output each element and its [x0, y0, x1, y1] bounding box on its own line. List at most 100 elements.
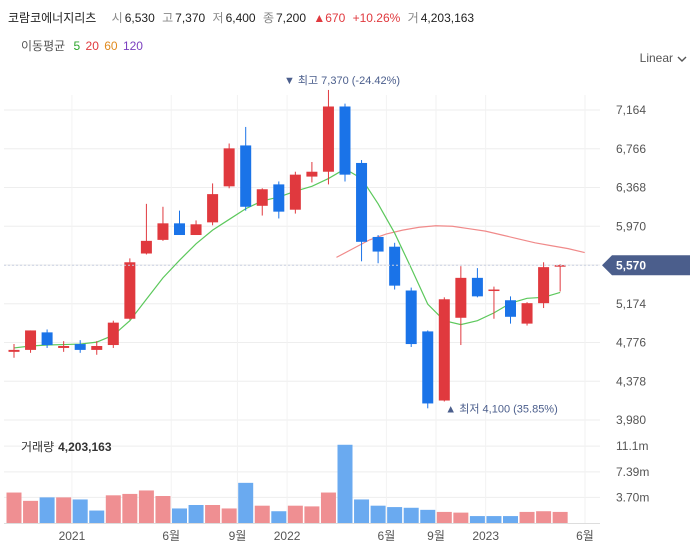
volume-bar [304, 506, 320, 523]
volume-bar [138, 490, 154, 523]
volume-bar [188, 505, 204, 523]
ma-legend-label: 이동평균 [21, 39, 66, 53]
volume-tick-label: 11.1m [616, 439, 648, 453]
ma-120-label: 120 [122, 39, 143, 53]
candle-body [554, 265, 566, 267]
x-tick-label: 2021 [59, 529, 86, 543]
candle-body [174, 223, 185, 236]
candle-body [356, 162, 368, 242]
candle-body [372, 236, 384, 252]
high-value: 7,370 [175, 11, 206, 25]
x-tick-label: 6월 [162, 529, 180, 543]
y-tick-label: 5,174 [616, 297, 646, 311]
volume-bar [72, 499, 88, 523]
volume-bar [205, 505, 221, 523]
volume-bar [23, 500, 39, 523]
current-price-label: 5,570 [616, 259, 646, 273]
y-tick-label: 7,164 [616, 103, 646, 117]
ma5-line [13, 168, 561, 349]
moving-average-legend[interactable]: 이동평균 5 20 60 120 [21, 37, 143, 54]
close-label: 종 [262, 11, 274, 25]
candle-body [422, 331, 434, 404]
volume-bar [453, 512, 469, 523]
volume-bar [469, 516, 485, 523]
volume-bar [105, 495, 121, 523]
volume-bar [337, 444, 353, 523]
ma-60-label: 60 [104, 39, 118, 53]
volume-bar [552, 511, 568, 523]
volume-bar [39, 497, 55, 523]
candle-body [389, 246, 401, 286]
volume-bar [354, 499, 370, 523]
volume-bar [486, 516, 502, 523]
candle-body [8, 349, 20, 352]
x-tick-label: 2023 [472, 529, 499, 543]
low-value: 6,400 [225, 11, 256, 25]
candle-body [505, 300, 516, 317]
volume-bar [122, 493, 138, 523]
volume-bar [436, 511, 452, 523]
candle-body [306, 171, 318, 177]
candle-body [521, 303, 533, 324]
volume-value: 4,203,163 [420, 11, 475, 25]
volume-bar [503, 516, 518, 523]
candle-body [273, 184, 285, 212]
low-annotation: ▲ 최저 4,100 (35.85%) [445, 402, 557, 415]
change-value: ▲670 [313, 11, 346, 25]
candle-body [289, 174, 301, 210]
candle-body [41, 332, 53, 346]
candle-body [91, 346, 103, 350]
x-tick-label: 9월 [229, 529, 247, 543]
open-label: 시 [111, 11, 123, 25]
candle-body [405, 290, 417, 345]
change-percent: +10.26% [352, 11, 401, 25]
volume-bar [254, 505, 270, 523]
high-annotation: ▼ 최고 7,370 (-24.42%) [284, 74, 400, 87]
x-tick-label: 2022 [274, 529, 301, 543]
y-tick-label: 5,970 [616, 219, 646, 233]
candle-body [471, 277, 483, 297]
candle-body [74, 344, 86, 350]
scale-selector[interactable]: Linear [640, 51, 687, 65]
volume-label: 거 [407, 11, 419, 25]
volume-bar [519, 511, 535, 523]
volume-tick-label: 7.39m [616, 465, 649, 479]
candle-body [455, 277, 467, 318]
candle-body [25, 330, 37, 350]
y-tick-label: 4,776 [616, 336, 646, 350]
candle-body [256, 189, 268, 206]
high-label: 고 [162, 11, 174, 25]
volume-tick-label: 3.70m [616, 490, 649, 504]
close-value: 7,200 [275, 11, 307, 25]
low-label: 저 [212, 11, 224, 25]
volume-title-label: 거래량 [21, 440, 55, 454]
volume-bar [387, 507, 403, 523]
open-value: 6,530 [124, 11, 155, 25]
volume-bar [221, 508, 237, 523]
ma-20-label: 20 [85, 39, 99, 53]
candle-body [124, 262, 136, 319]
y-tick-label: 6,368 [616, 181, 646, 195]
volume-bar [287, 505, 303, 523]
candle-body [140, 240, 152, 254]
y-tick-label: 3,980 [616, 413, 646, 427]
y-tick-label: 4,378 [616, 374, 646, 388]
volume-bar [271, 511, 287, 523]
candle-body [538, 267, 550, 304]
volume-bar [536, 511, 552, 523]
scale-selector-label: Linear [639, 51, 673, 65]
volume-bar [370, 505, 386, 523]
candle-body [107, 322, 119, 346]
candle-body [322, 106, 334, 172]
x-tick-label: 6월 [576, 529, 594, 543]
chevron-down-icon [677, 56, 687, 62]
current-price-tag [602, 255, 690, 276]
candle-body [207, 194, 219, 223]
volume-title: 거래량 4,203,163 [21, 438, 112, 455]
candle-body [58, 346, 70, 348]
candle-body [190, 224, 202, 236]
candle-body [488, 289, 500, 292]
volume-total: 4,203,163 [58, 440, 112, 454]
volume-bar [172, 508, 187, 523]
